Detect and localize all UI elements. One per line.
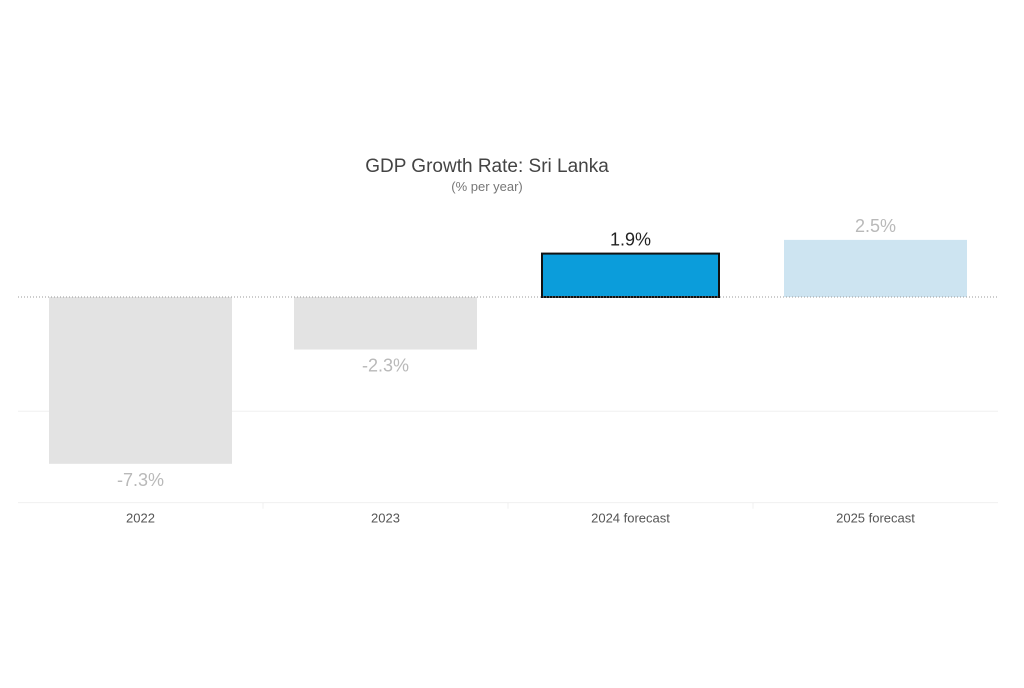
value-label-2025-forecast: 2.5% <box>855 216 896 236</box>
value-label-2022: -7.3% <box>117 470 164 490</box>
bar-2022 <box>49 297 232 464</box>
chart-subtitle: (% per year) <box>451 179 523 194</box>
bars <box>18 239 998 464</box>
value-labels: -7.3% -2.3% 1.9% 2.5% <box>117 216 896 490</box>
x-axis-tick-labels: 2022 2023 2024 forecast 2025 forecast <box>126 511 915 526</box>
x-tick-label-2023: 2023 <box>371 511 400 526</box>
value-label-2024-forecast: 1.9% <box>610 230 651 250</box>
bar-2023 <box>294 297 477 350</box>
x-tick-label-2024-forecast: 2024 forecast <box>591 511 670 526</box>
bar-2025-forecast <box>784 239 967 297</box>
bar-2024-forecast <box>541 252 720 299</box>
chart-title: GDP Growth Rate: Sri Lanka <box>365 156 609 177</box>
x-tick-label-2022: 2022 <box>126 511 155 526</box>
x-tick-label-2025-forecast: 2025 forecast <box>836 511 915 526</box>
value-label-2023: -2.3% <box>362 356 409 376</box>
